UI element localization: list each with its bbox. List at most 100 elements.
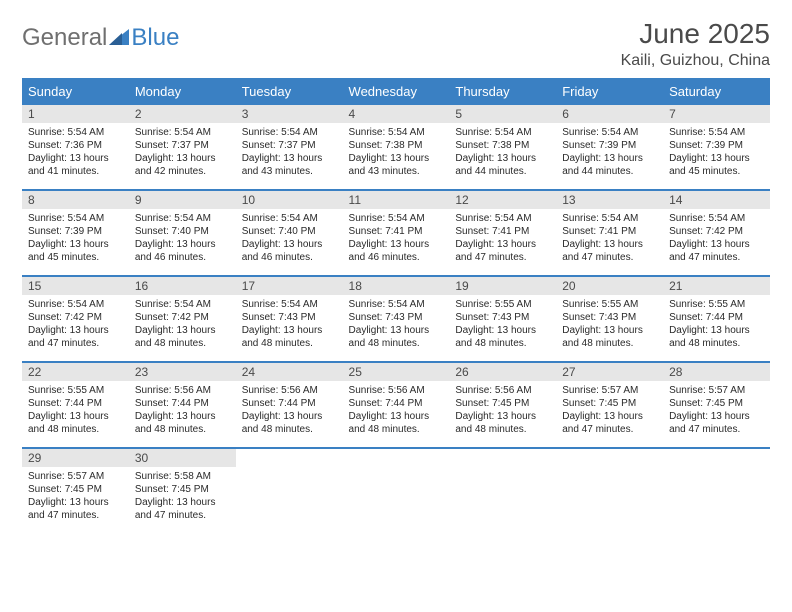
day-details: Sunrise: 5:55 AMSunset: 7:44 PMDaylight:… (663, 295, 770, 352)
empty-cell (449, 448, 556, 534)
day-details: Sunrise: 5:54 AMSunset: 7:42 PMDaylight:… (22, 295, 129, 352)
day-cell: 5Sunrise: 5:54 AMSunset: 7:38 PMDaylight… (449, 104, 556, 190)
day-details: Sunrise: 5:54 AMSunset: 7:39 PMDaylight:… (663, 123, 770, 180)
day-cell: 3Sunrise: 5:54 AMSunset: 7:37 PMDaylight… (236, 104, 343, 190)
day-cell: 21Sunrise: 5:55 AMSunset: 7:44 PMDayligh… (663, 276, 770, 362)
week-row: 29Sunrise: 5:57 AMSunset: 7:45 PMDayligh… (22, 448, 770, 534)
day-number: 7 (663, 105, 770, 123)
day-number: 13 (556, 191, 663, 209)
day-number: 9 (129, 191, 236, 209)
calendar-page: General Blue June 2025 Kaili, Guizhou, C… (0, 0, 792, 612)
day-cell: 17Sunrise: 5:54 AMSunset: 7:43 PMDayligh… (236, 276, 343, 362)
day-details: Sunrise: 5:54 AMSunset: 7:41 PMDaylight:… (556, 209, 663, 266)
calendar-body: 1Sunrise: 5:54 AMSunset: 7:36 PMDaylight… (22, 104, 770, 534)
day-details: Sunrise: 5:54 AMSunset: 7:40 PMDaylight:… (236, 209, 343, 266)
day-cell: 11Sunrise: 5:54 AMSunset: 7:41 PMDayligh… (343, 190, 450, 276)
day-cell: 7Sunrise: 5:54 AMSunset: 7:39 PMDaylight… (663, 104, 770, 190)
day-details: Sunrise: 5:54 AMSunset: 7:41 PMDaylight:… (449, 209, 556, 266)
day-number: 22 (22, 363, 129, 381)
day-number: 1 (22, 105, 129, 123)
day-number: 24 (236, 363, 343, 381)
day-details: Sunrise: 5:54 AMSunset: 7:37 PMDaylight:… (236, 123, 343, 180)
day-number: 19 (449, 277, 556, 295)
weekday-header-row: Sunday Monday Tuesday Wednesday Thursday… (22, 79, 770, 104)
day-details: Sunrise: 5:57 AMSunset: 7:45 PMDaylight:… (556, 381, 663, 438)
day-details: Sunrise: 5:54 AMSunset: 7:38 PMDaylight:… (343, 123, 450, 180)
day-cell: 10Sunrise: 5:54 AMSunset: 7:40 PMDayligh… (236, 190, 343, 276)
day-cell: 25Sunrise: 5:56 AMSunset: 7:44 PMDayligh… (343, 362, 450, 448)
weekday-monday: Monday (129, 79, 236, 104)
day-number: 16 (129, 277, 236, 295)
day-details: Sunrise: 5:56 AMSunset: 7:44 PMDaylight:… (343, 381, 450, 438)
day-cell: 16Sunrise: 5:54 AMSunset: 7:42 PMDayligh… (129, 276, 236, 362)
day-cell: 12Sunrise: 5:54 AMSunset: 7:41 PMDayligh… (449, 190, 556, 276)
day-details: Sunrise: 5:57 AMSunset: 7:45 PMDaylight:… (663, 381, 770, 438)
day-details: Sunrise: 5:54 AMSunset: 7:39 PMDaylight:… (556, 123, 663, 180)
weekday-saturday: Saturday (663, 79, 770, 104)
day-number: 12 (449, 191, 556, 209)
day-details: Sunrise: 5:56 AMSunset: 7:44 PMDaylight:… (236, 381, 343, 438)
day-number: 8 (22, 191, 129, 209)
day-number: 23 (129, 363, 236, 381)
day-details: Sunrise: 5:54 AMSunset: 7:37 PMDaylight:… (129, 123, 236, 180)
day-cell: 24Sunrise: 5:56 AMSunset: 7:44 PMDayligh… (236, 362, 343, 448)
title-block: June 2025 Kaili, Guizhou, China (621, 18, 770, 70)
day-details: Sunrise: 5:54 AMSunset: 7:43 PMDaylight:… (343, 295, 450, 352)
calendar-table: Sunday Monday Tuesday Wednesday Thursday… (22, 78, 770, 534)
day-number: 20 (556, 277, 663, 295)
day-number: 30 (129, 449, 236, 467)
weekday-thursday: Thursday (449, 79, 556, 104)
day-details: Sunrise: 5:54 AMSunset: 7:38 PMDaylight:… (449, 123, 556, 180)
day-cell: 15Sunrise: 5:54 AMSunset: 7:42 PMDayligh… (22, 276, 129, 362)
day-cell: 27Sunrise: 5:57 AMSunset: 7:45 PMDayligh… (556, 362, 663, 448)
weekday-sunday: Sunday (22, 79, 129, 104)
day-details: Sunrise: 5:54 AMSunset: 7:36 PMDaylight:… (22, 123, 129, 180)
day-cell: 29Sunrise: 5:57 AMSunset: 7:45 PMDayligh… (22, 448, 129, 534)
weekday-tuesday: Tuesday (236, 79, 343, 104)
week-row: 1Sunrise: 5:54 AMSunset: 7:36 PMDaylight… (22, 104, 770, 190)
day-number: 27 (556, 363, 663, 381)
empty-cell (556, 448, 663, 534)
day-cell: 30Sunrise: 5:58 AMSunset: 7:45 PMDayligh… (129, 448, 236, 534)
day-number: 15 (22, 277, 129, 295)
logo-text-gray: General (22, 24, 107, 52)
empty-cell (663, 448, 770, 534)
day-details: Sunrise: 5:54 AMSunset: 7:43 PMDaylight:… (236, 295, 343, 352)
day-number: 17 (236, 277, 343, 295)
day-cell: 19Sunrise: 5:55 AMSunset: 7:43 PMDayligh… (449, 276, 556, 362)
day-cell: 23Sunrise: 5:56 AMSunset: 7:44 PMDayligh… (129, 362, 236, 448)
day-details: Sunrise: 5:56 AMSunset: 7:45 PMDaylight:… (449, 381, 556, 438)
week-row: 22Sunrise: 5:55 AMSunset: 7:44 PMDayligh… (22, 362, 770, 448)
day-details: Sunrise: 5:54 AMSunset: 7:42 PMDaylight:… (129, 295, 236, 352)
day-number: 29 (22, 449, 129, 467)
week-row: 15Sunrise: 5:54 AMSunset: 7:42 PMDayligh… (22, 276, 770, 362)
day-number: 25 (343, 363, 450, 381)
day-number: 18 (343, 277, 450, 295)
day-cell: 1Sunrise: 5:54 AMSunset: 7:36 PMDaylight… (22, 104, 129, 190)
day-details: Sunrise: 5:55 AMSunset: 7:43 PMDaylight:… (556, 295, 663, 352)
day-cell: 28Sunrise: 5:57 AMSunset: 7:45 PMDayligh… (663, 362, 770, 448)
day-number: 6 (556, 105, 663, 123)
day-details: Sunrise: 5:56 AMSunset: 7:44 PMDaylight:… (129, 381, 236, 438)
day-cell: 18Sunrise: 5:54 AMSunset: 7:43 PMDayligh… (343, 276, 450, 362)
empty-cell (343, 448, 450, 534)
day-cell: 22Sunrise: 5:55 AMSunset: 7:44 PMDayligh… (22, 362, 129, 448)
logo-text-blue: Blue (131, 24, 179, 52)
day-cell: 9Sunrise: 5:54 AMSunset: 7:40 PMDaylight… (129, 190, 236, 276)
day-details: Sunrise: 5:58 AMSunset: 7:45 PMDaylight:… (129, 467, 236, 524)
day-number: 21 (663, 277, 770, 295)
day-cell: 4Sunrise: 5:54 AMSunset: 7:38 PMDaylight… (343, 104, 450, 190)
week-row: 8Sunrise: 5:54 AMSunset: 7:39 PMDaylight… (22, 190, 770, 276)
day-number: 5 (449, 105, 556, 123)
day-details: Sunrise: 5:54 AMSunset: 7:42 PMDaylight:… (663, 209, 770, 266)
day-cell: 14Sunrise: 5:54 AMSunset: 7:42 PMDayligh… (663, 190, 770, 276)
day-details: Sunrise: 5:54 AMSunset: 7:41 PMDaylight:… (343, 209, 450, 266)
day-details: Sunrise: 5:55 AMSunset: 7:44 PMDaylight:… (22, 381, 129, 438)
day-number: 26 (449, 363, 556, 381)
day-cell: 6Sunrise: 5:54 AMSunset: 7:39 PMDaylight… (556, 104, 663, 190)
month-title: June 2025 (621, 18, 770, 50)
logo: General Blue (22, 18, 179, 52)
day-number: 14 (663, 191, 770, 209)
header: General Blue June 2025 Kaili, Guizhou, C… (22, 18, 770, 70)
day-cell: 20Sunrise: 5:55 AMSunset: 7:43 PMDayligh… (556, 276, 663, 362)
